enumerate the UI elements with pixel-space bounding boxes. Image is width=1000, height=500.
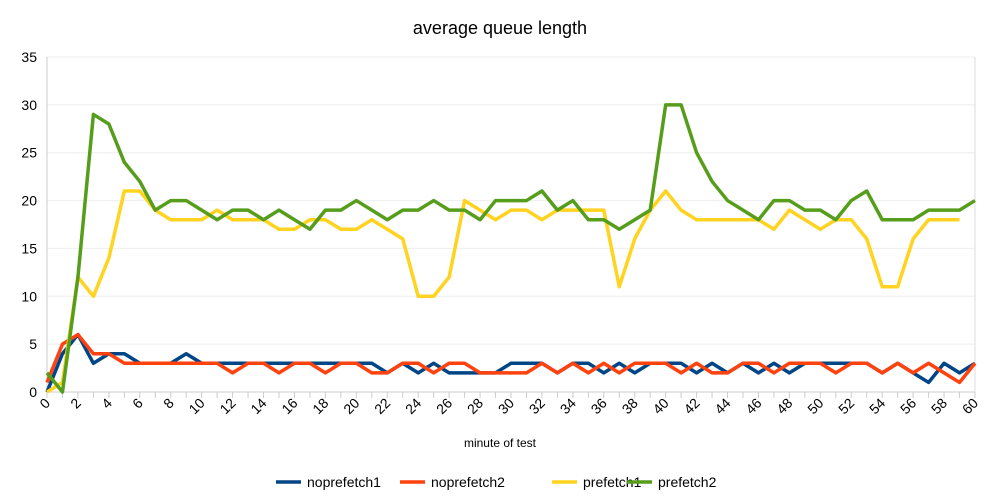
legend-label: prefetch1 [583, 474, 642, 490]
x-tick-label: 26 [433, 395, 455, 417]
x-tick-label: 6 [129, 395, 146, 412]
x-tick-label: 48 [773, 395, 795, 417]
y-tick-label: 25 [21, 145, 37, 161]
y-tick-label: 10 [21, 288, 37, 304]
x-tick-label: 36 [588, 395, 610, 417]
x-tick-label: 42 [680, 395, 702, 417]
x-tick-label: 40 [649, 395, 671, 417]
x-tick-label: 14 [247, 395, 269, 417]
legend-label: noprefetch1 [307, 474, 381, 490]
x-tick-label: 24 [402, 395, 424, 417]
x-tick-label: 32 [526, 395, 548, 417]
y-tick-label: 35 [21, 49, 37, 65]
x-tick-label: 10 [185, 395, 207, 417]
x-tick-label: 46 [742, 395, 764, 417]
x-tick-label: 52 [835, 395, 857, 417]
legend-item-noprefetch2: noprefetch2 [400, 474, 505, 490]
x-tick-label: 12 [216, 395, 238, 417]
y-tick-label: 20 [21, 193, 37, 209]
x-tick-label: 0 [36, 395, 53, 412]
x-tick-label: 60 [959, 395, 981, 417]
x-tick-label: 54 [866, 395, 888, 417]
x-tick-label: 50 [804, 395, 826, 417]
y-tick-label: 15 [21, 240, 37, 256]
x-tick-label: 34 [557, 395, 579, 417]
x-tick-label: 20 [340, 395, 362, 417]
x-tick-label: 30 [495, 395, 517, 417]
series-line-noprefetch2 [45, 332, 977, 385]
x-axis-label: minute of test [464, 436, 537, 450]
legend-label: prefetch2 [658, 474, 717, 490]
series-line-prefetch1 [46, 189, 960, 394]
x-tick-label: 58 [928, 395, 950, 417]
x-tick-label: 16 [278, 395, 300, 417]
x-tick-label: 44 [711, 395, 733, 417]
x-tick-label: 56 [897, 395, 919, 417]
legend-item-prefetch1: prefetch1 [552, 474, 642, 490]
y-tick-label: 5 [29, 336, 37, 352]
x-tick-label: 38 [619, 395, 641, 417]
legend-label: noprefetch2 [431, 474, 505, 490]
legend-item-noprefetch1: noprefetch1 [276, 474, 381, 490]
legend-item-prefetch2: prefetch2 [627, 474, 717, 490]
x-tick-label: 28 [464, 395, 486, 417]
x-tick-label: 8 [160, 395, 177, 412]
x-tick-label: 18 [309, 395, 331, 417]
y-tick-label: 30 [21, 97, 37, 113]
chart-title: average queue length [413, 18, 587, 38]
x-tick-label: 22 [371, 395, 393, 417]
y-tick-label: 0 [29, 384, 37, 400]
x-tick-label: 4 [98, 395, 115, 412]
x-tick-label: 2 [67, 395, 84, 412]
